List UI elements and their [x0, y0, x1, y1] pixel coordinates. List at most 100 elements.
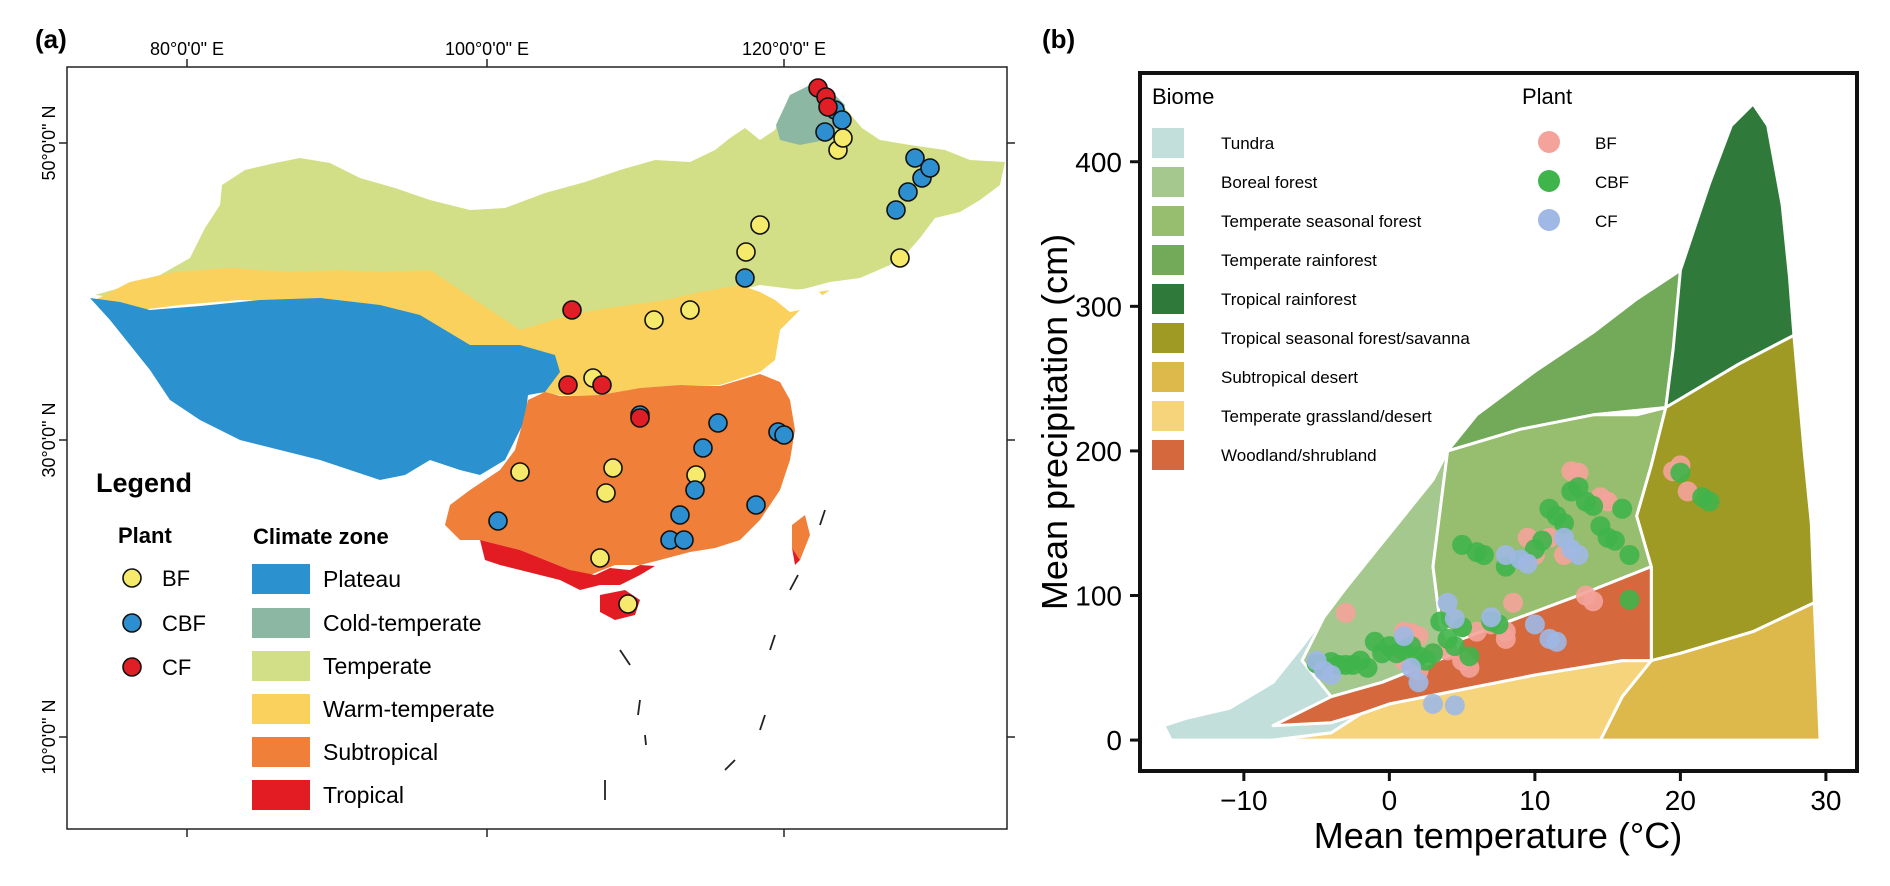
scatter-points [1306, 455, 1720, 716]
scatter-point-bf [1335, 602, 1356, 623]
biome-legend-swatch-temperate-seasonal-forest [1152, 206, 1184, 236]
scatter-point-cf [1481, 607, 1502, 628]
legend-zone-items: Plateau Cold-temperate Temperate Warm-te… [252, 564, 495, 810]
map-point-cbf [735, 268, 755, 288]
plant-legend-swatch-cbf [1538, 170, 1560, 192]
y-tick-label: 0 [1106, 725, 1122, 756]
map-point-cbf [685, 480, 705, 500]
map-point-cbf [488, 511, 508, 531]
scatter-point-cbf [1619, 545, 1640, 565]
biome-legend-label-tropical-rainforest: Tropical rainforest [1221, 290, 1357, 309]
y-tick-label: 400 [1075, 147, 1122, 178]
map-point-bf [596, 483, 616, 503]
scatter-point-cf [1568, 545, 1589, 565]
zone-taiwan-south [792, 548, 800, 565]
scatter-point-cf [1517, 553, 1538, 574]
scatter-point-cf [1524, 614, 1545, 635]
map-point-cbf [905, 148, 925, 168]
map-point-cbf [746, 495, 766, 515]
scatter-point-cbf [1532, 530, 1553, 551]
map-point-bf [680, 300, 700, 320]
map-point-cbf [708, 413, 728, 433]
legend-zone-swatch-warm-temperate [252, 694, 310, 724]
x-tick-label: 0 [1382, 785, 1398, 816]
map-point-cbf [832, 110, 852, 130]
map-point-cf [592, 375, 612, 395]
scatter-point-cbf [1473, 545, 1494, 565]
zone-plateau [90, 298, 560, 480]
map-point-cbf [886, 200, 906, 220]
scatter-point-cf [1423, 693, 1443, 714]
map-points-cbf [488, 100, 940, 550]
legend-plant-label-cf: CF [162, 655, 191, 680]
legend-zone-label-cold-temperate: Cold-temperate [323, 610, 482, 636]
scatter-point-cbf [1423, 643, 1443, 664]
map-point-cbf [920, 158, 940, 178]
legend-zone-label-warm-temperate: Warm-temperate [323, 696, 495, 722]
legend-zone-label-plateau: Plateau [323, 566, 401, 592]
biome-legend-swatch-temperate-rainforest [1152, 245, 1184, 275]
plant-legend-items: BF CBF CF [1538, 131, 1629, 231]
y-tick-label: 100 [1075, 581, 1122, 612]
legend-zone-swatch-subtropical [252, 737, 310, 767]
legend-zone-swatch-plateau [252, 564, 310, 594]
scatter-point-cf [1408, 672, 1429, 693]
biome-legend-items: Tundra Boreal forest Temperate seasonal fo… [1152, 128, 1470, 470]
scatter-point-cbf [1604, 530, 1625, 551]
plant-legend-header: Plant [1522, 84, 1572, 109]
scatter-point-cbf [1612, 498, 1633, 519]
legend-zone-label-subtropical: Subtropical [323, 739, 438, 765]
scatter-point-cbf [1583, 495, 1604, 516]
sea-dashes [604, 509, 826, 800]
map-point-cf [562, 300, 582, 320]
map-point-bf [644, 310, 664, 330]
x-axis-label: Mean temperature (°C) [1314, 815, 1683, 856]
scatter-point-cbf [1444, 636, 1465, 657]
biome-legend-label-temperate-grassland-desert: Temperate grassland/desert [1221, 407, 1432, 426]
map-ticks [59, 59, 1015, 837]
lat-label-10: 10°0'0" N [39, 699, 59, 774]
legend-plant-label-cbf: CBF [162, 611, 206, 636]
lon-label-120: 120°0'0" E [742, 39, 826, 59]
scatter-point-bf [1503, 592, 1524, 613]
plot-frame [1138, 71, 1859, 773]
map-point-cbf [670, 505, 690, 525]
scatter-point-cbf [1554, 513, 1574, 534]
biome-legend-label-boreal-forest: Boreal forest [1221, 173, 1318, 192]
map-point-bf [510, 462, 530, 482]
scatter-point-cf [1321, 665, 1342, 685]
legend-zone-swatch-tropical [252, 780, 310, 810]
biome-legend-swatch-woodland-shrubland [1152, 440, 1184, 470]
map-point-bf [590, 548, 610, 568]
biome-legend-label-temperate-seasonal-forest: Temperate seasonal forest [1221, 212, 1422, 231]
lon-label-80: 80°0'0" E [150, 39, 224, 59]
biome-legend-label-temperate-rainforest: Temperate rainforest [1221, 251, 1377, 270]
map-point-bf [833, 128, 853, 148]
map-points-cf [558, 78, 838, 428]
legend-plant-swatch-bf [122, 568, 142, 588]
legend-zone-swatch-temperate [252, 651, 310, 681]
map-point-bf [736, 242, 756, 262]
map-point-cf [558, 375, 578, 395]
plant-legend-label-cbf: CBF [1595, 173, 1629, 192]
legend-zone-label-tropical: Tropical [323, 782, 404, 808]
biome-legend-swatch-temperate-grassland-desert [1152, 401, 1184, 431]
map-point-cbf [774, 425, 794, 445]
map-point-cf [818, 97, 838, 117]
scatter-point-cbf [1670, 462, 1691, 483]
biome-legend-label-woodland-shrubland: Woodland/shrubland [1221, 446, 1377, 465]
legend-plant-header: Plant [118, 523, 172, 548]
biome-legend-label-tropical-seasonal-forest-savanna: Tropical seasonal forest/savanna [1221, 329, 1470, 348]
lat-label-30: 30°0'0" N [39, 402, 59, 477]
scatter-point-cbf [1699, 491, 1720, 512]
plant-legend-label-cf: CF [1595, 212, 1618, 231]
zone-tropical-south [480, 540, 655, 590]
legend-plant-swatch-cbf [122, 613, 142, 633]
panel-b-label: (b) [1042, 24, 1075, 54]
map-point-cf [630, 408, 650, 428]
biome-legend-swatch-boreal-forest [1152, 167, 1184, 197]
biome-legend-label-subtropical-desert: Subtropical desert [1221, 368, 1358, 387]
